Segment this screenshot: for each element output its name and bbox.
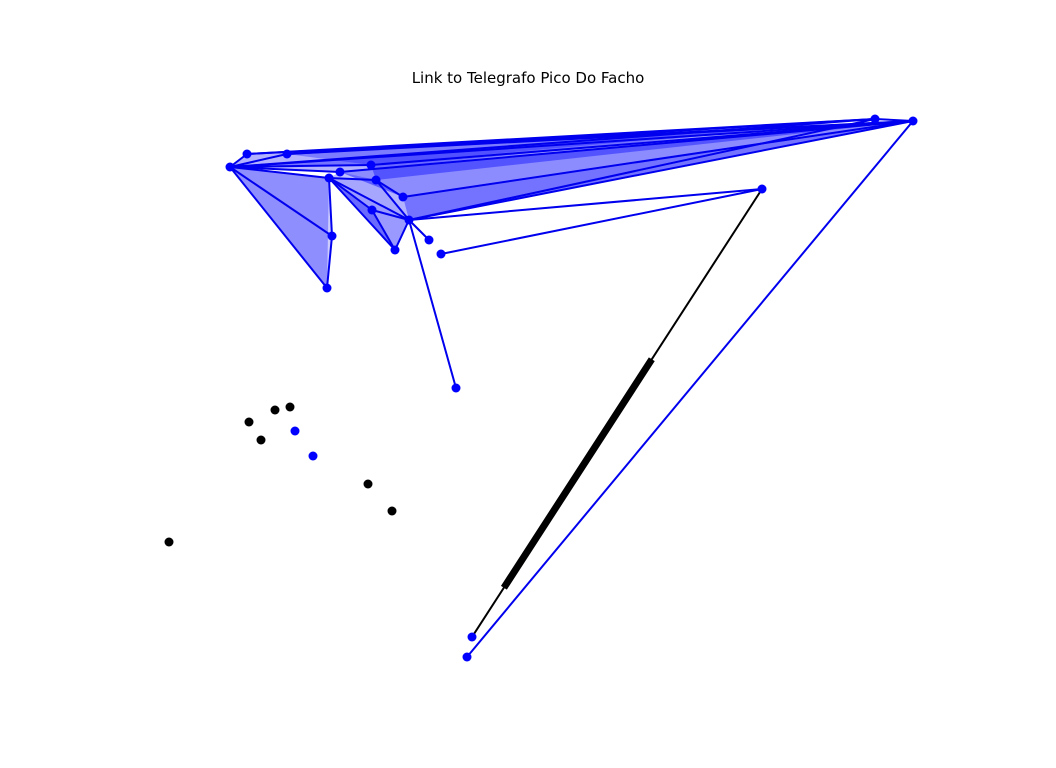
link-n10-n11 — [408, 219, 430, 241]
link-n18-n21 — [466, 120, 914, 658]
link-n7-n10 — [375, 179, 410, 221]
node-n6 — [324, 173, 334, 183]
link-n2-n18 — [286, 120, 914, 155]
link-n3-n4 — [229, 166, 341, 173]
node-n15 — [322, 283, 332, 293]
node-n2 — [282, 149, 292, 159]
link-n14-n15 — [326, 235, 333, 289]
node-n5 — [366, 160, 376, 170]
node-n23 — [308, 451, 318, 461]
link-n6-n13 — [328, 177, 396, 251]
link-n3-n18 — [229, 120, 914, 168]
node-b3 — [285, 402, 295, 412]
node-n19 — [757, 184, 767, 194]
link-n3-n6 — [229, 166, 330, 179]
node-n13 — [390, 245, 400, 255]
link-n17-n18 — [874, 118, 914, 122]
node-n20 — [467, 632, 477, 642]
link-n10-n18 — [408, 120, 914, 221]
link-n6-n10 — [328, 177, 410, 221]
node-n4 — [335, 167, 345, 177]
link-n10-n16 — [408, 219, 457, 389]
face-9 — [371, 121, 913, 180]
node-b4 — [256, 435, 266, 445]
link-n3-n15 — [229, 166, 328, 289]
node-n10 — [404, 215, 414, 225]
face-8 — [340, 121, 913, 197]
node-n17 — [870, 114, 880, 124]
face-3 — [329, 178, 409, 250]
node-n7 — [371, 175, 381, 185]
link-lines — [229, 118, 914, 658]
node-b1 — [244, 417, 254, 427]
link-n8-n18 — [402, 120, 914, 198]
node-n14 — [327, 231, 337, 241]
link-n5-n18 — [370, 120, 914, 166]
link-n7-n8 — [375, 179, 404, 198]
link-n10-n13 — [394, 219, 410, 251]
node-n18 — [908, 116, 918, 126]
link-n3-n5 — [229, 164, 372, 168]
node-n21 — [462, 652, 472, 662]
link-n6-n7 — [328, 177, 377, 181]
node-n1 — [242, 149, 252, 159]
node-b2 — [270, 405, 280, 415]
node-n9 — [367, 205, 377, 215]
node-n12 — [436, 249, 446, 259]
black-link-2 — [500, 357, 655, 590]
node-b5 — [363, 479, 373, 489]
node-n8 — [398, 192, 408, 202]
black-links — [471, 188, 763, 638]
link-n9-n10 — [371, 209, 410, 221]
node-n22 — [290, 426, 300, 436]
link-n6-n9 — [328, 177, 373, 211]
nodes — [164, 114, 918, 662]
node-b6 — [387, 506, 397, 516]
node-n3 — [225, 162, 235, 172]
link-n3-n14 — [229, 166, 333, 237]
link-n9-n13 — [371, 209, 396, 251]
link-n3-n2 — [229, 153, 288, 168]
diagram-title: Link to Telegrafo Pico Do Facho — [411, 69, 645, 87]
node-b7 — [164, 537, 174, 547]
link-n10-n19 — [408, 188, 763, 221]
node-n11 — [424, 235, 434, 245]
node-n16 — [451, 383, 461, 393]
link-n10-n17 — [408, 118, 876, 221]
link-n19-n12 — [440, 188, 763, 255]
link-n6-n14 — [328, 177, 333, 237]
